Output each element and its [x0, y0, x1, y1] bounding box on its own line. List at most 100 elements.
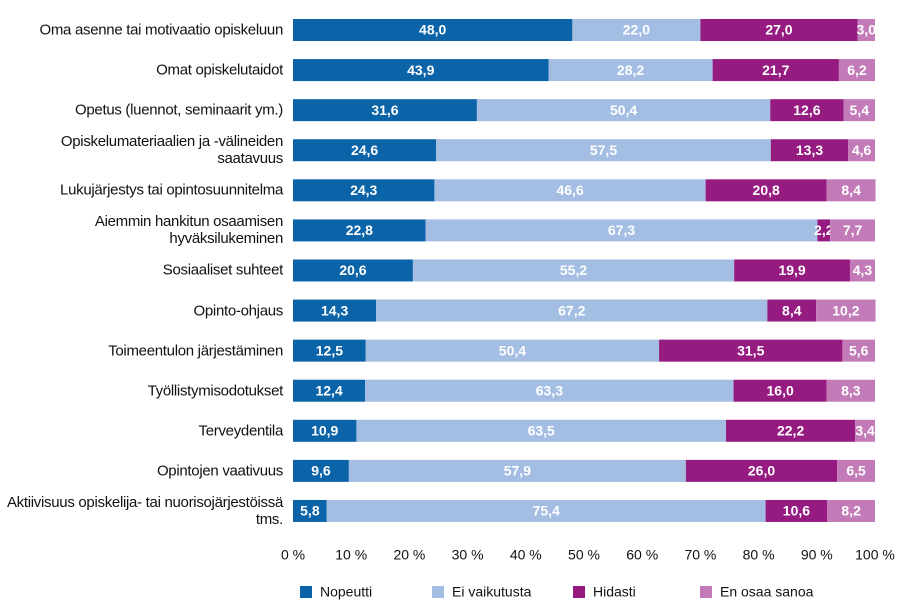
bar-segment	[830, 219, 875, 242]
value-label: 24,6	[351, 142, 378, 158]
legend-label: Ei vaikutusta	[452, 584, 532, 600]
value-label: 57,5	[590, 142, 617, 158]
bar-segment	[726, 419, 856, 442]
value-label: 43,9	[407, 62, 434, 78]
value-label: 63,5	[528, 423, 555, 439]
value-label: 48,0	[419, 22, 446, 38]
value-label: 12,4	[315, 382, 342, 398]
bar-segment	[826, 379, 875, 402]
bar-segment	[855, 419, 875, 442]
bar-segment	[293, 499, 327, 522]
bar-segment	[849, 259, 875, 282]
value-label: 16,0	[767, 382, 794, 398]
value-label: 31,5	[737, 342, 764, 358]
bar-segment	[548, 59, 713, 82]
x-tick-label: 90 %	[801, 547, 833, 563]
x-tick-label: 0 %	[281, 547, 305, 563]
bar-segment	[476, 99, 771, 122]
value-label: 6,5	[846, 463, 866, 479]
legend-swatch	[432, 586, 444, 598]
value-label: 24,3	[350, 182, 377, 198]
bar-segment	[734, 259, 850, 282]
bar-segment	[293, 179, 435, 202]
legend-swatch	[300, 586, 312, 598]
bar-segment	[843, 99, 875, 122]
x-tick-label: 70 %	[684, 547, 716, 563]
bar-segment	[705, 179, 827, 202]
x-tick-label: 40 %	[510, 547, 542, 563]
bar-segment	[293, 299, 377, 322]
value-label: 20,6	[339, 262, 366, 278]
value-label: 22,2	[777, 423, 804, 439]
value-label: 4,6	[852, 142, 872, 158]
bar-segment	[356, 419, 727, 442]
x-tick-label: 80 %	[743, 547, 775, 563]
bar-segment	[857, 19, 875, 41]
category-label: Opiskelumateriaalien ja -välineiden saat…	[60, 133, 283, 168]
bar-segment	[838, 59, 875, 82]
value-label: 57,9	[504, 463, 531, 479]
value-label: 8,4	[841, 182, 861, 198]
bar-segment	[293, 139, 437, 162]
bar-segment	[770, 139, 849, 162]
bar-segment	[848, 139, 875, 162]
bar-segment	[293, 219, 426, 242]
legend-swatch	[573, 586, 585, 598]
legend-label: Hidasti	[593, 584, 636, 600]
value-label: 31,6	[371, 102, 398, 118]
bar-segment	[436, 139, 771, 162]
value-label: 28,2	[617, 62, 644, 78]
bar-segment	[326, 499, 766, 522]
bar-segment	[826, 179, 876, 202]
category-label: Sosiaaliset suhteet	[162, 261, 284, 279]
legend-label: Nopeutti	[320, 584, 372, 600]
x-tick-label: 60 %	[626, 547, 658, 563]
x-tick-label: 10 %	[335, 547, 367, 563]
category-label: Toimeentulon järjestäminen	[108, 342, 283, 360]
value-label: 10,2	[832, 302, 859, 318]
bar-segment	[412, 259, 735, 282]
bar-segment	[572, 19, 701, 41]
category-label: Opetus (luennot, seminaarit ym.)	[75, 101, 283, 119]
bar-segment	[293, 19, 573, 41]
bar-segment	[767, 299, 817, 322]
category-label: Aktiivisuus opiskelija- tai nuorisojärje…	[6, 493, 283, 528]
bar-segment	[376, 299, 768, 322]
bar-segment	[712, 59, 839, 82]
bar-segment	[733, 379, 827, 402]
bar-segment	[842, 339, 875, 362]
bar-segment	[348, 459, 686, 482]
bar-segment	[817, 219, 831, 242]
bar-segment	[765, 499, 828, 522]
bar-segment	[685, 459, 838, 482]
value-label: 10,6	[783, 503, 810, 519]
value-label: 22,8	[346, 222, 373, 238]
value-label: 5,8	[300, 503, 320, 519]
bar-segment	[770, 99, 844, 122]
value-label: 14,3	[321, 302, 348, 318]
value-label: 20,8	[753, 182, 780, 198]
x-tick-label: 50 %	[568, 547, 600, 563]
category-label: Aiemmin hankitun osaamisen hyväksilukemi…	[94, 213, 283, 248]
value-label: 63,3	[536, 382, 563, 398]
value-label: 7,7	[843, 222, 863, 238]
value-label: 8,3	[841, 382, 861, 398]
value-label: 67,2	[558, 302, 585, 318]
value-label: 22,0	[623, 22, 650, 38]
bar-segment	[293, 379, 366, 402]
category-label: Opintojen vaativuus	[156, 462, 283, 480]
bar-segment	[365, 339, 660, 362]
category-label: Terveydentila	[198, 422, 284, 440]
bar-segment	[816, 299, 876, 322]
bar-segment	[293, 259, 413, 282]
x-tick-label: 100 %	[855, 547, 895, 563]
value-label: 19,9	[778, 262, 805, 278]
bar-segment	[293, 99, 477, 122]
value-label: 3,0	[857, 22, 877, 38]
bar-segment	[659, 339, 843, 362]
legend-swatch	[700, 586, 712, 598]
value-label: 27,0	[765, 22, 792, 38]
value-label: 12,5	[316, 342, 343, 358]
bar-segment	[837, 459, 875, 482]
